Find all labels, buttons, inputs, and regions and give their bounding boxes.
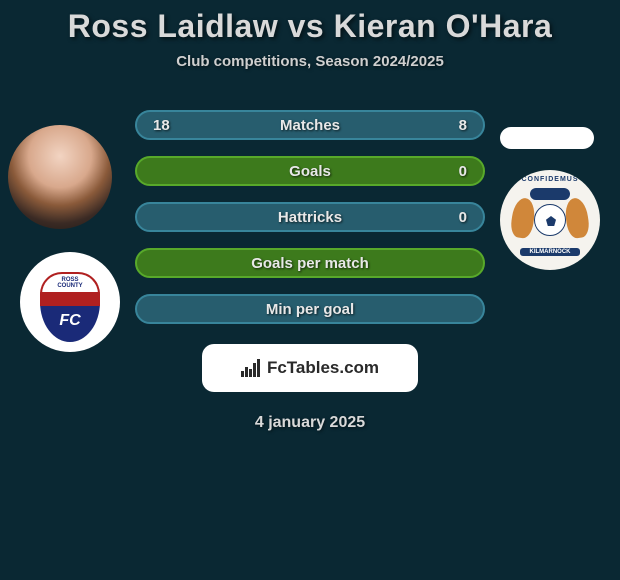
club-left-badge: ROSS COUNTY FC [20, 252, 120, 352]
player-left-avatar [8, 125, 112, 229]
stat-row: 18Matches8 [135, 110, 485, 140]
stat-label: Goals [137, 163, 483, 180]
subtitle: Club competitions, Season 2024/2025 [0, 53, 620, 70]
stat-label: Goals per match [137, 255, 483, 272]
bars-icon [241, 359, 263, 377]
club-right-bottom-text: KILMARNOCK [520, 248, 580, 256]
stat-row: Hattricks0 [135, 202, 485, 232]
club-left-fc: FC [40, 312, 100, 330]
stat-row: Goals per match [135, 248, 485, 278]
club-right-top-text: CONFIDEMUS [500, 176, 600, 183]
brand-badge: FcTables.com [202, 344, 418, 392]
club-left-line2: COUNTY [57, 283, 82, 289]
club-right-badge: CONFIDEMUS KILMARNOCK [500, 170, 600, 270]
stat-label: Min per goal [137, 301, 483, 318]
stat-label: Matches [137, 117, 483, 134]
stat-label: Hattricks [137, 209, 483, 226]
brand-text: FcTables.com [267, 358, 379, 378]
stat-right-value: 8 [459, 117, 467, 134]
page-title: Ross Laidlaw vs Kieran O'Hara [0, 8, 620, 45]
stat-right-value: 0 [459, 163, 467, 180]
date-text: 4 january 2025 [0, 414, 620, 432]
stat-left-value: 18 [153, 117, 170, 134]
player-right-avatar [500, 127, 594, 149]
stat-right-value: 0 [459, 209, 467, 226]
stat-row: Goals0 [135, 156, 485, 186]
stat-row: Min per goal [135, 294, 485, 324]
